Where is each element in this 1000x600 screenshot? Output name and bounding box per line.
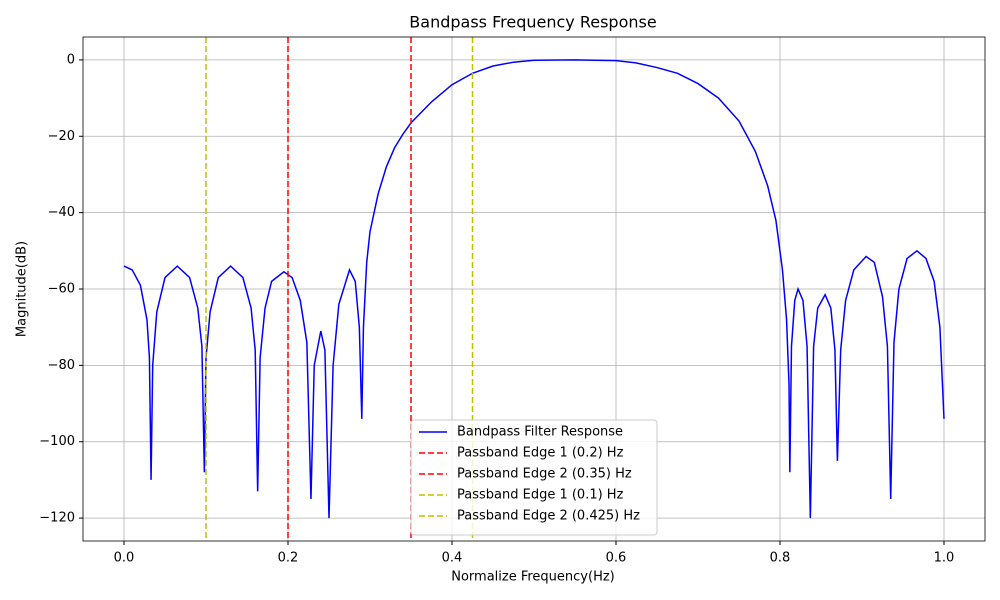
x-tick-label: 0.2 bbox=[278, 551, 299, 566]
y-tick-label: −120 bbox=[39, 511, 75, 526]
y-tick-label: 0 bbox=[67, 52, 75, 67]
y-tick-label: −100 bbox=[39, 434, 75, 449]
legend-label: Passband Edge 2 (0.425) Hz bbox=[457, 509, 640, 524]
plot-frame bbox=[82, 36, 986, 542]
legend-label: Bandpass Filter Response bbox=[457, 425, 623, 440]
x-tick-label: 0.0 bbox=[114, 551, 135, 566]
x-tick-label: 0.8 bbox=[770, 551, 791, 566]
x-tick-label: 0.6 bbox=[606, 551, 627, 566]
x-tick-label: 0.4 bbox=[442, 551, 463, 566]
y-tick-label: −40 bbox=[48, 205, 75, 220]
legend-label: Passband Edge 1 (0.1) Hz bbox=[457, 488, 624, 503]
y-tick-label: −20 bbox=[48, 129, 75, 144]
x-axis-label: Normalize Frequency(Hz) bbox=[451, 570, 615, 585]
x-tick-label: 1.0 bbox=[934, 551, 955, 566]
chart-title: Bandpass Frequency Response bbox=[409, 13, 656, 32]
line-series bbox=[123, 59, 945, 519]
y-axis-label: Magnitude(dB) bbox=[15, 241, 30, 337]
legend: Bandpass Filter Response Passband Edge 1 … bbox=[410, 419, 658, 536]
legend-box bbox=[410, 419, 658, 536]
y-tick-label: −60 bbox=[48, 282, 75, 297]
legend-label: Passband Edge 1 (0.2) Hz bbox=[457, 446, 624, 461]
legend-label: Passband Edge 2 (0.35) Hz bbox=[457, 467, 632, 482]
y-tick-label: −80 bbox=[48, 358, 75, 373]
